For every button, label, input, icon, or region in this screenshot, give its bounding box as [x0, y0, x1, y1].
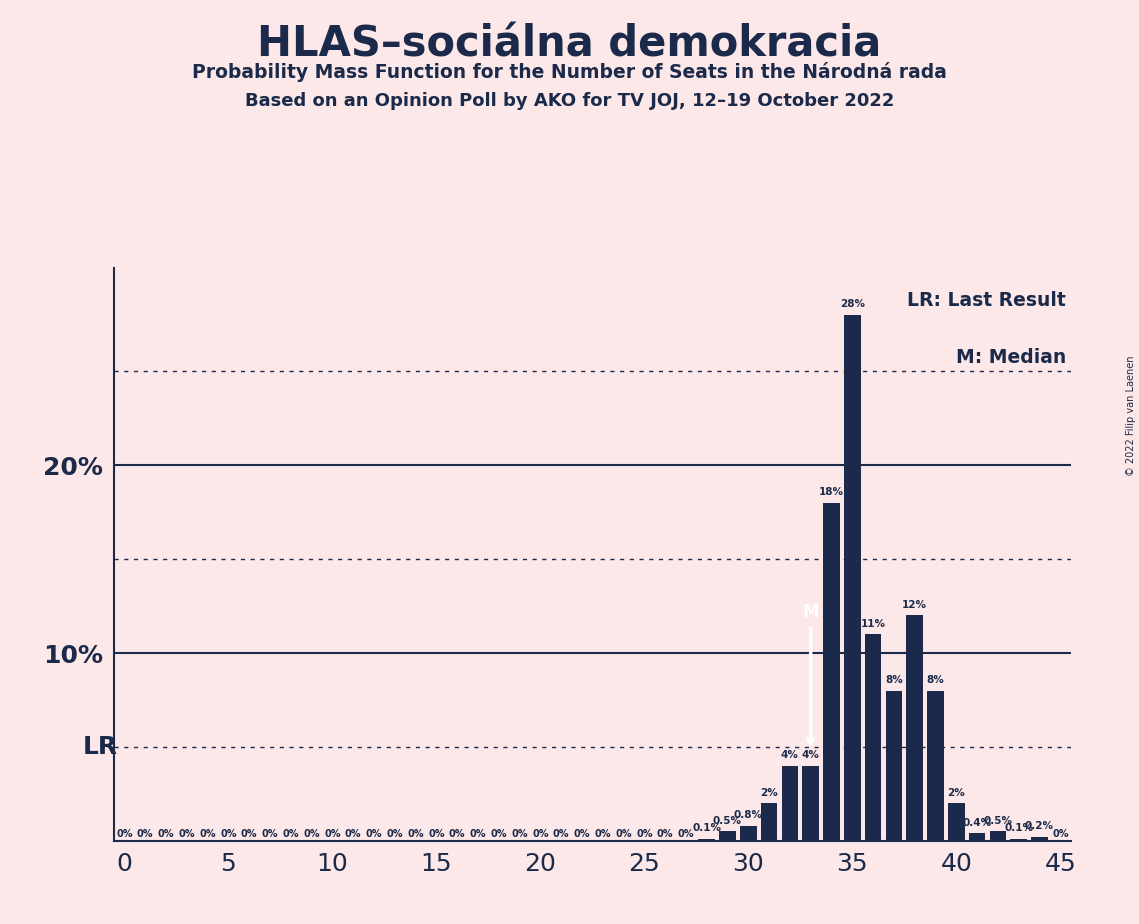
Text: 0%: 0% — [574, 829, 590, 839]
Text: 0%: 0% — [199, 829, 215, 839]
Text: 0%: 0% — [345, 829, 361, 839]
Bar — [740, 826, 756, 841]
Text: 0%: 0% — [386, 829, 403, 839]
Text: Probability Mass Function for the Number of Seats in the Národná rada: Probability Mass Function for the Number… — [192, 62, 947, 82]
Text: 0%: 0% — [116, 829, 132, 839]
Text: 0%: 0% — [491, 829, 507, 839]
Text: 8%: 8% — [927, 675, 944, 685]
Text: 0%: 0% — [282, 829, 298, 839]
Text: 0%: 0% — [323, 829, 341, 839]
Bar — [781, 766, 798, 841]
Text: 0%: 0% — [449, 829, 466, 839]
Text: 0%: 0% — [157, 829, 174, 839]
Bar — [969, 833, 985, 841]
Text: 0.1%: 0.1% — [693, 823, 721, 833]
Bar — [802, 766, 819, 841]
Bar — [698, 839, 715, 841]
Bar — [823, 503, 839, 841]
Bar — [844, 315, 861, 841]
Text: 0.5%: 0.5% — [713, 816, 741, 826]
Text: 0%: 0% — [303, 829, 320, 839]
Bar — [927, 690, 944, 841]
Bar — [885, 690, 902, 841]
Text: 0.1%: 0.1% — [1005, 823, 1033, 833]
Text: 4%: 4% — [802, 750, 820, 760]
Text: M: M — [802, 603, 819, 621]
Text: 0%: 0% — [615, 829, 632, 839]
Bar — [948, 803, 965, 841]
Text: 8%: 8% — [885, 675, 903, 685]
Text: 0%: 0% — [179, 829, 195, 839]
Text: 0.8%: 0.8% — [734, 810, 763, 821]
Text: 0%: 0% — [262, 829, 278, 839]
Text: LR: LR — [83, 735, 118, 759]
Text: 0%: 0% — [469, 829, 486, 839]
Text: 28%: 28% — [839, 299, 865, 310]
Bar — [907, 615, 923, 841]
Text: 0.5%: 0.5% — [983, 816, 1013, 826]
Text: 0%: 0% — [532, 829, 549, 839]
Text: 0%: 0% — [366, 829, 383, 839]
Bar — [719, 832, 736, 841]
Text: Based on an Opinion Poll by AKO for TV JOJ, 12–19 October 2022: Based on an Opinion Poll by AKO for TV J… — [245, 92, 894, 110]
Bar — [990, 832, 1006, 841]
Bar — [1010, 839, 1027, 841]
Text: 2%: 2% — [760, 787, 778, 797]
Bar — [865, 634, 882, 841]
Text: 0%: 0% — [678, 829, 694, 839]
Text: LR: Last Result: LR: Last Result — [907, 291, 1066, 310]
Text: 2%: 2% — [948, 787, 965, 797]
Text: 0%: 0% — [220, 829, 237, 839]
Bar — [761, 803, 778, 841]
Bar — [1031, 837, 1048, 841]
Text: 0%: 0% — [552, 829, 570, 839]
Text: 0%: 0% — [511, 829, 527, 839]
Text: 4%: 4% — [781, 750, 798, 760]
Text: M: Median: M: Median — [956, 348, 1066, 367]
Text: 0.2%: 0.2% — [1025, 821, 1054, 832]
Text: 0%: 0% — [240, 829, 257, 839]
Text: 0%: 0% — [408, 829, 424, 839]
Text: 12%: 12% — [902, 600, 927, 610]
Text: 0.4%: 0.4% — [962, 818, 992, 828]
Text: 0%: 0% — [428, 829, 444, 839]
Text: 11%: 11% — [861, 618, 885, 628]
Text: HLAS–sociálna demokracia: HLAS–sociálna demokracia — [257, 23, 882, 65]
Text: 0%: 0% — [657, 829, 673, 839]
Text: 18%: 18% — [819, 487, 844, 497]
Text: 0%: 0% — [636, 829, 653, 839]
Text: 0%: 0% — [595, 829, 611, 839]
Text: © 2022 Filip van Laenen: © 2022 Filip van Laenen — [1126, 356, 1136, 476]
Text: 0%: 0% — [137, 829, 154, 839]
Text: 0%: 0% — [1052, 829, 1068, 839]
